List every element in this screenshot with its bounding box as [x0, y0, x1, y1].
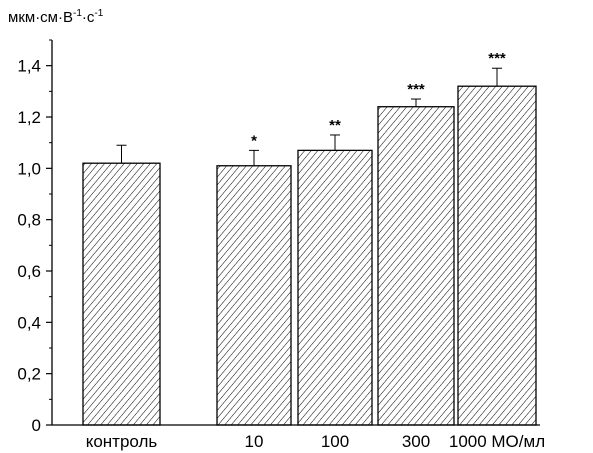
y-axis-unit-label: мкм·см·В-1·с-1	[8, 8, 104, 26]
y-tick-label: 0,4	[17, 313, 41, 332]
y-tick-label: 1,0	[17, 159, 41, 178]
y-tick-label: 1,2	[17, 108, 41, 127]
significance-label: *	[251, 132, 257, 149]
error-bars-group	[116, 67, 502, 166]
bar	[457, 85, 537, 426]
y-tick-label: 0,8	[17, 211, 41, 230]
significance-label: **	[329, 117, 341, 134]
bar	[377, 106, 455, 426]
y-ticks-group: 0 0,2 0,4 0,6 0,8 1,0 1,2 1,4	[17, 39, 52, 435]
x-tick-label: контроль	[86, 432, 158, 451]
x-tick-label: 10	[245, 432, 264, 451]
x-tick-label: 300	[402, 432, 430, 451]
bar	[82, 162, 161, 426]
x-tick-label: 100	[321, 432, 349, 451]
significance-group: *********	[251, 50, 506, 149]
significance-label: ***	[407, 81, 425, 98]
significance-label: ***	[488, 50, 506, 67]
x-tick-label: 1000 МО/мл	[449, 432, 545, 451]
bar	[297, 149, 373, 426]
y-tick-label: 0	[32, 416, 41, 435]
y-tick-label: 1,4	[17, 57, 41, 76]
bars-group	[82, 85, 537, 426]
y-tick-label: 0,6	[17, 262, 41, 281]
y-tick-label: 0,2	[17, 365, 41, 384]
bar	[216, 165, 292, 426]
x-labels-group: контроль 10 100 300 1000 МО/мл	[86, 432, 545, 451]
